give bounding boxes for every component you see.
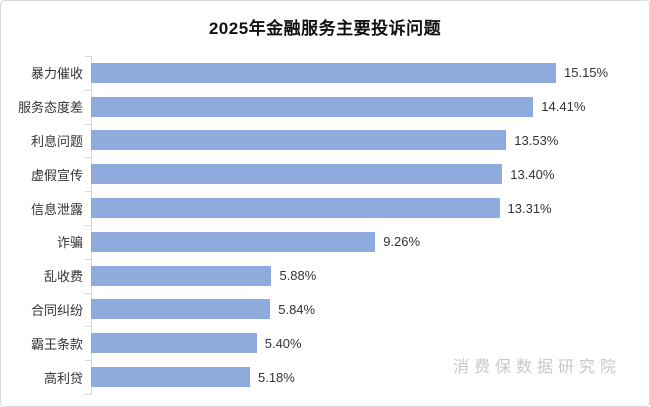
axis-tick	[85, 360, 92, 362]
bar-track: 13.31%	[91, 198, 649, 219]
bar	[91, 164, 503, 185]
bar-row: 暴力催收 15.15%	[1, 56, 649, 90]
axis-tick	[85, 157, 92, 159]
bar-row: 服务态度差 14.41%	[1, 90, 649, 124]
bar-track: 5.40%	[91, 333, 649, 354]
bar-row: 虚假宣传 13.40%	[1, 157, 649, 191]
category-label: 诈骗	[56, 235, 83, 251]
value-label: 13.53%	[514, 132, 559, 148]
bar-row: 诈骗 9.26%	[1, 225, 649, 259]
value-label: 5.18%	[257, 369, 295, 385]
category-label: 服务态度差	[17, 100, 83, 116]
value-label: 5.40%	[264, 335, 302, 351]
bar	[91, 130, 507, 151]
bar	[91, 62, 556, 83]
watermark: 消费保数据研究院	[452, 357, 621, 376]
axis-tick	[85, 225, 92, 226]
bar-track: 9.26%	[91, 231, 649, 252]
category-label: 虚假宣传	[30, 167, 83, 183]
bar-track: 5.88%	[91, 265, 649, 286]
category-label: 高利贷	[43, 370, 83, 386]
bar-row: 信息泄露 13.31%	[1, 191, 649, 225]
value-label: 5.88%	[279, 268, 317, 284]
axis-tick	[85, 394, 92, 395]
bar-track: 15.15%	[91, 62, 649, 83]
bar-row: 霸王条款 5.40%	[1, 326, 649, 360]
bar	[91, 96, 534, 117]
axis-tick	[85, 89, 92, 91]
axis-tick	[85, 292, 92, 294]
category-label: 乱收费	[43, 269, 83, 285]
bar-track: 14.41%	[91, 96, 649, 117]
value-label: 9.26%	[383, 234, 421, 250]
value-label: 13.40%	[510, 166, 555, 182]
value-label: 15.15%	[564, 65, 609, 81]
bar-track: 5.84%	[91, 299, 649, 320]
axis-tick	[85, 326, 92, 328]
value-label: 13.31%	[507, 200, 552, 216]
bar-row: 乱收费 5.88%	[1, 259, 649, 293]
bar-track: 13.53%	[91, 130, 649, 151]
chart-title: 2025年金融服务主要投诉问题	[208, 19, 442, 38]
bar-row: 高利贷 5.18%	[1, 360, 649, 394]
value-label: 5.84%	[278, 301, 316, 317]
axis-tick	[85, 123, 92, 125]
category-label: 霸王条款	[30, 336, 83, 352]
bar-track: 5.18%	[91, 367, 649, 388]
bar	[91, 299, 271, 320]
value-label: 14.41%	[541, 99, 586, 115]
category-label: 利息问题	[30, 133, 83, 149]
bar-row: 合同纠纷 5.84%	[1, 293, 649, 327]
category-label: 信息泄露	[30, 201, 83, 217]
axis-tick	[85, 258, 92, 260]
bar-track: 13.40%	[91, 164, 649, 185]
bar	[91, 198, 500, 219]
plot-area: 暴力催收 15.15% 服务态度差 14.41% 利息问题 13.53% 虚假宣传 13.40…	[1, 56, 649, 394]
axis-tick	[85, 191, 92, 193]
bar	[91, 231, 376, 252]
bar	[91, 333, 257, 354]
bar	[91, 265, 272, 286]
axis-tick	[85, 56, 92, 57]
category-label: 合同纠纷	[30, 302, 83, 318]
bar-row: 利息问题 13.53%	[1, 124, 649, 158]
bar	[91, 367, 250, 388]
category-label: 暴力催收	[30, 66, 83, 82]
